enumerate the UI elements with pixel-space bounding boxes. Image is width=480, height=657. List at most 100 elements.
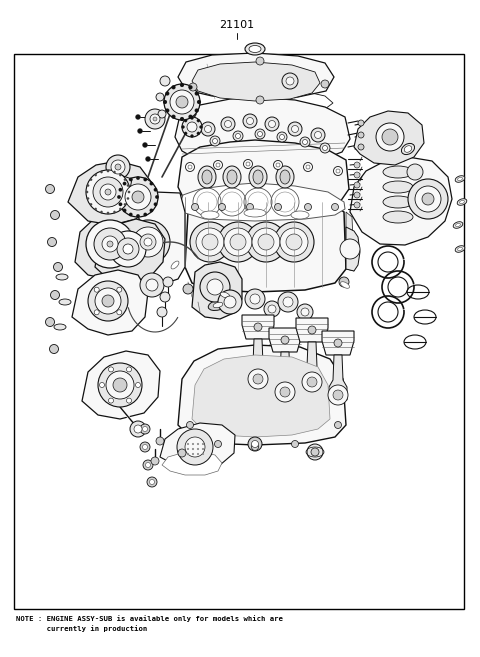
Circle shape [95,174,97,176]
Circle shape [48,237,57,246]
Circle shape [218,222,258,262]
Circle shape [130,421,146,437]
Polygon shape [75,212,148,279]
Circle shape [197,448,199,450]
Ellipse shape [216,289,235,301]
Circle shape [184,132,187,135]
Circle shape [164,84,200,120]
Circle shape [143,445,147,449]
Circle shape [185,162,194,171]
Ellipse shape [208,300,228,311]
Polygon shape [118,175,132,189]
Circle shape [224,296,236,308]
Circle shape [127,367,132,372]
Polygon shape [329,355,347,400]
Circle shape [95,288,121,314]
Circle shape [94,228,126,260]
Circle shape [171,85,176,89]
Circle shape [197,100,201,104]
Ellipse shape [457,247,462,251]
Circle shape [354,182,360,188]
Circle shape [143,426,147,432]
Circle shape [279,135,285,139]
Circle shape [407,164,423,180]
Circle shape [111,160,125,174]
Polygon shape [118,192,185,285]
Circle shape [246,162,250,166]
Circle shape [136,176,140,180]
Circle shape [50,210,60,219]
Circle shape [274,222,314,262]
Circle shape [187,448,189,450]
Polygon shape [303,342,321,387]
Circle shape [119,188,122,192]
Circle shape [118,177,158,217]
Polygon shape [162,452,222,475]
Circle shape [311,128,325,142]
Circle shape [128,191,130,193]
Circle shape [113,211,116,213]
Polygon shape [249,339,267,384]
Circle shape [268,120,276,127]
Circle shape [207,279,223,295]
Circle shape [314,131,322,139]
Circle shape [123,209,126,212]
Polygon shape [242,315,274,339]
Circle shape [333,390,343,400]
Ellipse shape [453,221,463,228]
Circle shape [382,129,398,145]
Circle shape [288,122,302,136]
Circle shape [151,457,159,465]
Circle shape [146,279,158,291]
Polygon shape [178,140,349,213]
Circle shape [224,228,252,256]
Circle shape [177,429,213,465]
Circle shape [95,208,97,210]
Circle shape [265,117,279,131]
Circle shape [248,369,268,389]
Circle shape [93,177,123,207]
Text: 21101: 21101 [219,20,254,30]
Circle shape [275,204,281,210]
Circle shape [117,310,122,315]
Circle shape [264,301,280,317]
Circle shape [339,277,349,287]
Circle shape [117,287,122,292]
Polygon shape [296,318,328,342]
Ellipse shape [227,170,237,184]
Circle shape [102,236,118,252]
Circle shape [280,228,308,256]
Circle shape [306,165,310,169]
Circle shape [191,135,193,137]
Circle shape [183,284,193,294]
Circle shape [307,377,317,387]
Circle shape [256,96,264,104]
Ellipse shape [455,175,465,182]
Circle shape [155,195,159,199]
Circle shape [336,169,340,173]
Circle shape [107,170,109,172]
Circle shape [110,231,146,267]
Ellipse shape [383,211,413,223]
Ellipse shape [340,282,349,288]
Circle shape [94,287,99,292]
Circle shape [108,398,113,403]
Bar [14,54,464,609]
Circle shape [321,80,329,88]
Ellipse shape [455,246,465,252]
Circle shape [113,171,116,173]
Ellipse shape [280,170,290,184]
Circle shape [320,143,330,153]
Circle shape [94,310,99,315]
Circle shape [119,202,122,206]
Circle shape [354,192,360,198]
Circle shape [256,57,264,65]
Circle shape [252,443,259,451]
Circle shape [189,83,197,91]
Circle shape [165,91,169,95]
Circle shape [286,77,294,85]
Ellipse shape [201,211,219,219]
Ellipse shape [253,170,263,184]
Circle shape [196,228,224,256]
Circle shape [334,339,342,347]
